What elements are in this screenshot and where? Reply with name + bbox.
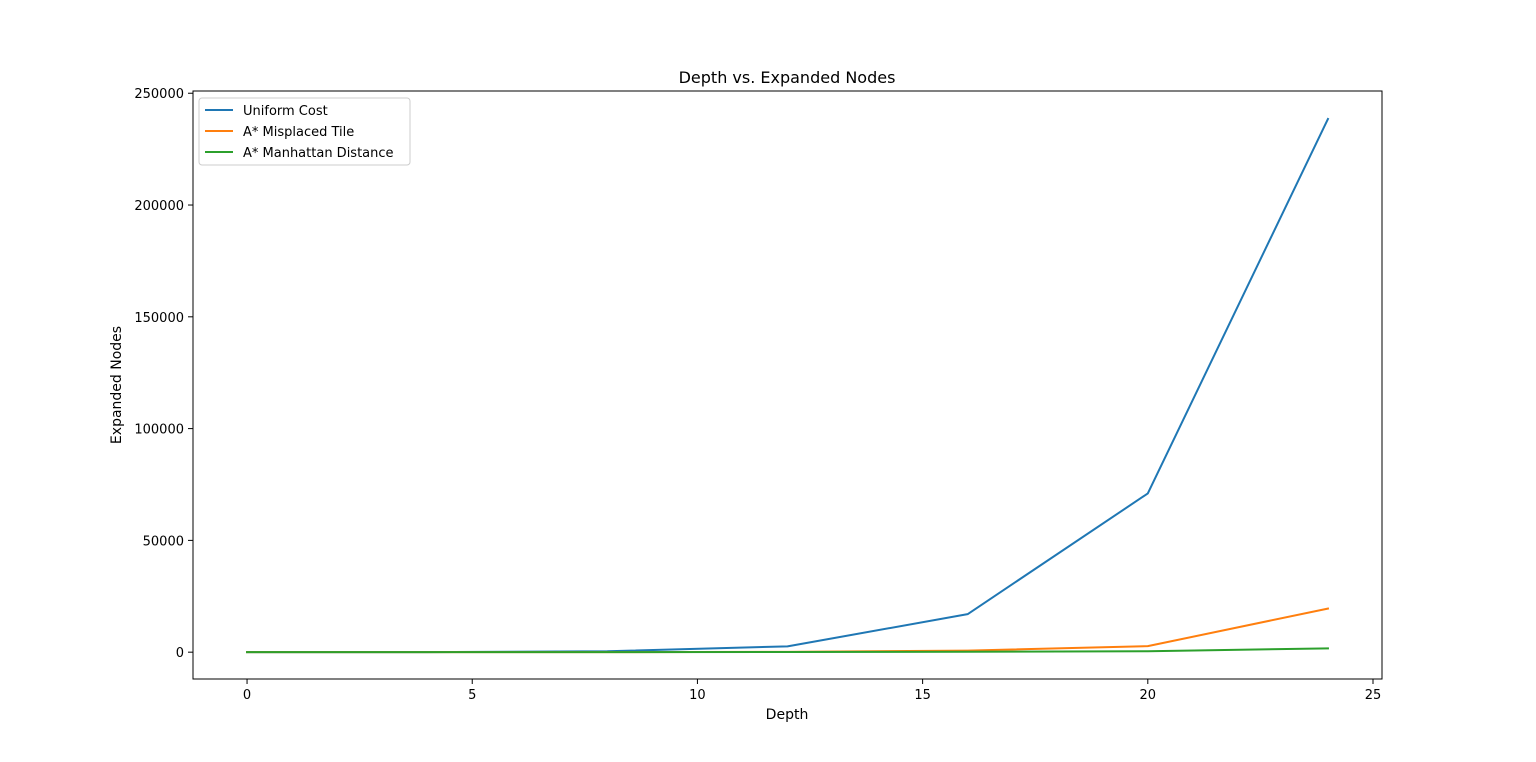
plot-frame (192, 90, 1383, 680)
x-tick-label: 15 (914, 688, 931, 703)
legend-label-1: Uniform Cost (243, 104, 328, 119)
x-tick-label: 20 (1140, 688, 1157, 703)
chart-title: Depth vs. Expanded Nodes (679, 68, 896, 87)
y-tick-label: 250000 (134, 87, 184, 102)
legend-label-2: A* Misplaced Tile (243, 125, 354, 140)
legend-box (198, 97, 411, 166)
y-tick-label: 200000 (134, 199, 184, 214)
x-tick-label: 0 (243, 688, 251, 703)
series-line-3 (246, 647, 1329, 654)
x-tick-label: 5 (468, 688, 476, 703)
legend-label-3: A* Manhattan Distance (243, 146, 394, 161)
series-line-1 (246, 117, 1330, 654)
y-tick-label: 50000 (143, 534, 184, 549)
legend: Uniform Cost A* Misplaced Tile A* Manhatta… (198, 97, 411, 166)
plot-area: 0 5 10 15 20 25 0 50000 100000 150000 200000 250000 (134, 87, 1383, 703)
x-tick-label: 10 (689, 688, 706, 703)
y-tick-label: 100000 (134, 423, 184, 438)
x-axis-label: Depth (766, 707, 809, 723)
y-tick-label: 0 (176, 646, 184, 661)
y-axis-label: Expanded Nodes (109, 326, 125, 444)
y-tick-label: 150000 (134, 311, 184, 326)
x-tick-label: 25 (1365, 688, 1382, 703)
